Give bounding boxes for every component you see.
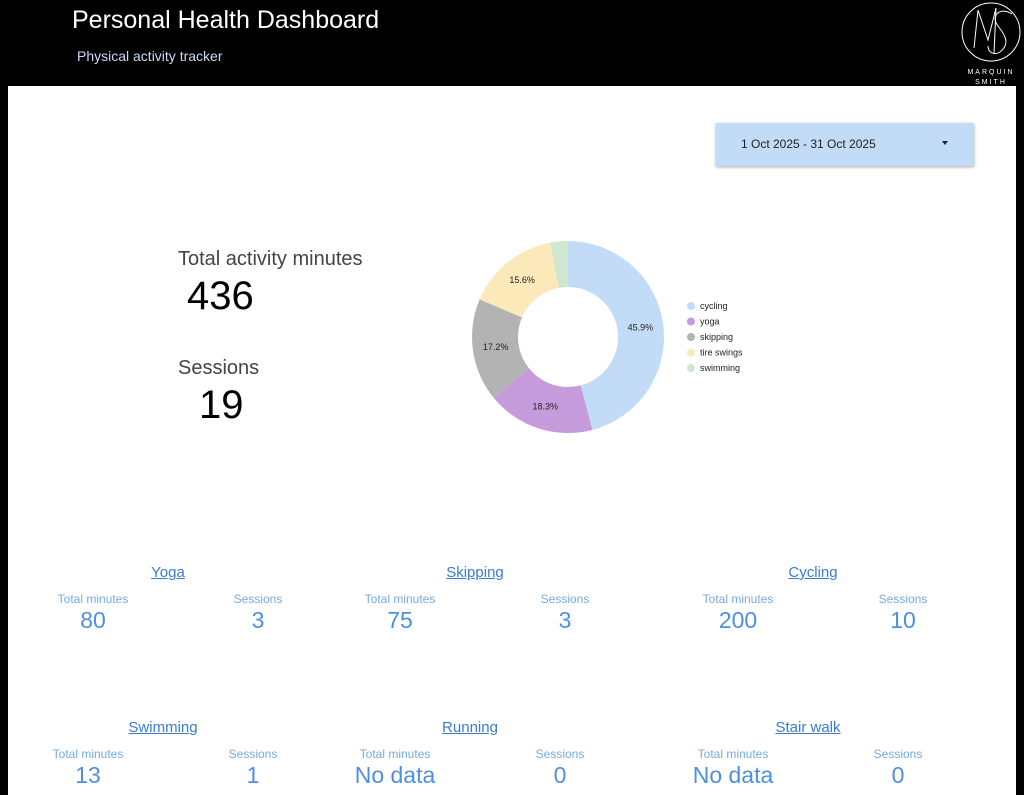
activity-link[interactable]: Running [442,719,498,736]
minutes-value: 200 [718,607,758,633]
sessions-label: Sessions [233,592,283,606]
legend-swatch [687,364,695,372]
donut-slice-swimming[interactable] [550,241,568,288]
legend-label[interactable]: yoga [700,317,720,327]
page-subtitle: Physical activity tracker [77,48,223,64]
donut-svg: 45.9% 18.3% 17.2% 15.6% cycling yoga skipping t… [472,241,743,433]
activity-card-stair-walk: Stair walk Total minutes No data Sessions 0 [693,719,998,789]
slice-data-label: 15.6% [509,275,535,285]
sessions-value: 3 [251,607,265,633]
minutes-label: Total minutes [364,592,436,606]
minutes-value: 80 [80,607,106,633]
minutes-label: Total minutes [702,592,774,606]
donut-slice-skipping[interactable] [472,299,530,398]
activity-link[interactable]: Stair walk [775,719,841,736]
minutes-value: No data [692,762,774,788]
donut-slice-cycling[interactable] [568,241,664,430]
activity-link[interactable]: Cycling [788,564,838,581]
activity-card-cycling: Cycling Total minutes 200 Sessions 10 [703,564,1003,634]
page-title: Personal Health Dashboard [72,6,380,34]
brand-logo: MARQUIN SMITH [958,0,1024,86]
sessions-value: 0 [553,762,567,788]
date-range-label: 1 Oct 2025 - 31 Oct 2025 [741,137,876,151]
dashboard-canvas: 1 Oct 2025 - 31 Oct 2025 Total activity … [8,86,1016,795]
sessions-value: 19 [199,383,244,427]
activity-link[interactable]: Swimming [128,719,198,736]
slice-data-label: 18.3% [532,401,558,411]
minutes-value: 13 [75,762,101,788]
minutes-column: Total minutes 75 [335,592,465,634]
minutes-column: Total minutes 13 [23,747,153,789]
sessions-label: Sessions [540,592,590,606]
legend-swatch [687,348,695,357]
minutes-value: No data [354,762,436,788]
minutes-column: Total minutes 80 [28,592,158,634]
minutes-value: 75 [387,607,413,633]
sessions-value: 10 [890,607,916,633]
sessions-column: Sessions 0 [515,747,605,789]
total-minutes-value: 436 [187,274,254,318]
minutes-label: Total minutes [52,747,124,761]
slice-data-label: 45.9% [628,323,654,333]
donut-slice-tire-swings[interactable] [479,242,559,318]
sessions-label: Sessions [878,592,928,606]
total-minutes-label: Total activity minutes [178,248,363,270]
activity-card-swimming: Swimming Total minutes 13 Sessions 1 [53,719,353,789]
sessions-column: Sessions 3 [213,592,303,634]
caret-down-icon[interactable] [942,141,948,145]
logo-text-line2: SMITH [975,79,1007,86]
legend-label[interactable]: tire swings [700,348,743,358]
activity-link[interactable]: Yoga [151,564,185,581]
sessions-label: Sessions [228,747,278,761]
sessions-column: Sessions 0 [853,747,943,789]
sessions-value: 0 [891,762,905,788]
minutes-column: Total minutes No data [330,747,460,789]
activity-card-running: Running Total minutes No data Sessions 0 [355,719,660,789]
donut-slice-yoga[interactable] [493,368,593,433]
sessions-label: Sessions [178,357,260,379]
minutes-column: Total minutes 200 [673,592,803,634]
sessions-value: 3 [558,607,572,633]
legend-label[interactable]: swimming [700,363,740,373]
minutes-label: Total minutes [57,592,129,606]
sessions-column: Sessions 10 [858,592,948,634]
sessions-value: 1 [246,762,260,788]
activity-link[interactable]: Skipping [446,564,504,581]
date-range-picker[interactable]: 1 Oct 2025 - 31 Oct 2025 [716,123,974,166]
activity-donut-chart: 45.9% 18.3% 17.2% 15.6% cycling yoga skipping t… [463,236,753,436]
sessions-column: Sessions 3 [520,592,610,634]
minutes-label: Total minutes [697,747,769,761]
legend-swatch [687,302,695,310]
legend-swatch [687,333,695,341]
minutes-label: Total minutes [359,747,431,761]
logo-text-line1: MARQUIN [967,69,1015,76]
legend-swatch [687,317,695,326]
activity-card-skipping: Skipping Total minutes 75 Sessions 3 [365,564,665,634]
sessions-label: Sessions [535,747,585,761]
sessions-label: Sessions [873,747,923,761]
monogram-icon [961,2,1021,62]
slice-data-label: 17.2% [483,342,509,352]
minutes-column: Total minutes No data [668,747,798,789]
legend-label[interactable]: cycling [700,301,728,311]
legend-label[interactable]: skipping [700,332,733,342]
activity-card-yoga: Yoga Total minutes 80 Sessions 3 [58,564,358,634]
sessions-column: Sessions 1 [208,747,298,789]
header: Personal Health Dashboard Physical activ… [0,0,1024,86]
